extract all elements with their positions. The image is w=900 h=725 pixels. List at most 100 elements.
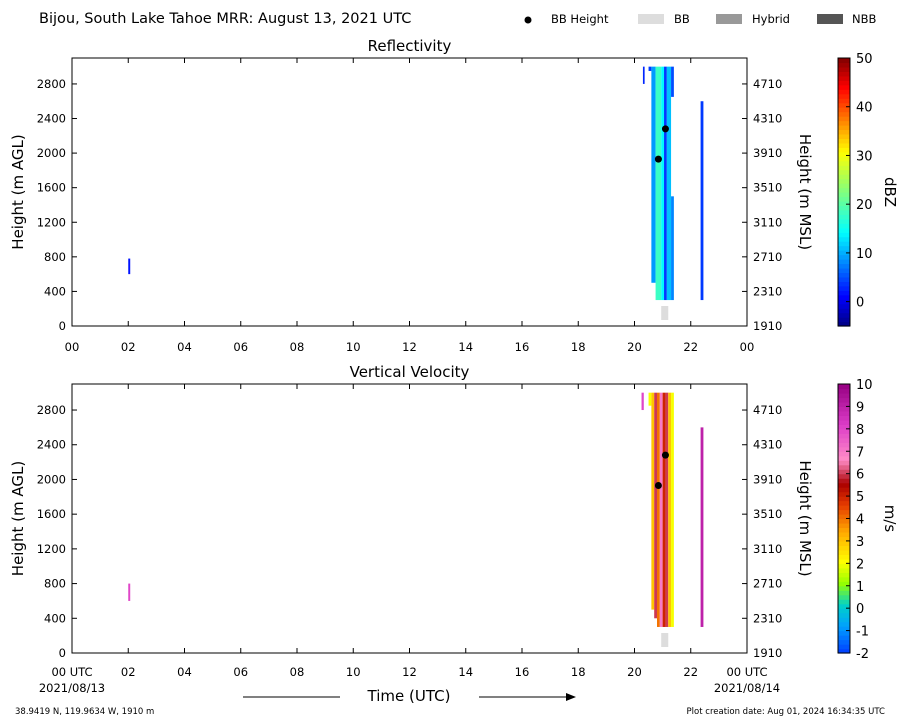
y-tick-label: 2800	[37, 77, 66, 91]
colorbar-segment	[838, 160, 850, 166]
y2-tick-label: 3110	[753, 542, 782, 556]
colorbar-segment	[838, 617, 850, 623]
colorbar-segment	[838, 321, 850, 327]
x-tick-label: 04	[177, 665, 192, 679]
colorbar-segment	[838, 590, 850, 596]
colorbar-segment	[838, 406, 850, 412]
colorbar-segment	[838, 612, 850, 618]
colorbar-segment	[838, 608, 850, 614]
colorbar-segment	[838, 138, 850, 144]
reflectivity-echo-column	[661, 66, 665, 301]
colorbar-segment	[838, 71, 850, 77]
panel-title: Vertical Velocity	[350, 363, 470, 381]
colorbar-tick-label: 6	[856, 468, 864, 483]
y2-tick-label: 2310	[753, 284, 782, 298]
colorbar-segment	[838, 192, 850, 198]
reflectivity-echo-column	[128, 258, 131, 275]
colorbar-segment	[838, 540, 850, 546]
reflectivity-echo-column	[671, 196, 674, 301]
x-tick-label: 20	[627, 340, 642, 354]
colorbar-segment	[838, 437, 850, 443]
legend-nbb-swatch	[817, 14, 843, 24]
velocity-echo-column	[665, 392, 669, 627]
x-tick-label: 18	[571, 340, 586, 354]
legend-bb-label: BB	[674, 12, 690, 26]
colorbar-segment	[838, 388, 850, 394]
y2-tick-label: 3510	[753, 181, 782, 195]
y-tick-label: 2000	[37, 472, 66, 486]
colorbar-segment	[838, 107, 850, 113]
colorbar-segment	[838, 156, 850, 162]
colorbar-segment	[838, 147, 850, 153]
y2-tick-label: 2710	[753, 577, 782, 591]
y-tick-label: 2000	[37, 146, 66, 160]
colorbar-segment	[838, 460, 850, 466]
y2-tick-label: 3510	[753, 507, 782, 521]
y-tick-label: 800	[44, 577, 66, 591]
x-tick-label: 02	[121, 665, 136, 679]
velocity-echo-column	[668, 392, 672, 627]
colorbar-segment	[838, 58, 850, 64]
legend-bb-swatch	[638, 14, 664, 24]
colorbar-segment	[838, 227, 850, 233]
panel-title: Reflectivity	[368, 37, 452, 55]
colorbar-segment	[838, 563, 850, 569]
colorbar-segment	[838, 178, 850, 184]
colorbar-segment	[838, 116, 850, 122]
velocity-echo-column	[654, 392, 657, 619]
colorbar-segment	[838, 80, 850, 86]
colorbar-segment	[838, 478, 850, 484]
reflectivity-echo-column	[651, 66, 656, 283]
colorbar-segment	[838, 303, 850, 309]
x-tick-label: 16	[515, 340, 530, 354]
colorbar-segment	[838, 281, 850, 287]
colorbar-segment	[838, 509, 850, 515]
colorbar-segment	[838, 397, 850, 403]
y2-tick-label: 4310	[753, 112, 782, 126]
colorbar-tick-label: -1	[856, 625, 869, 640]
y2-tick-label: 3910	[753, 472, 782, 486]
colorbar-segment	[838, 169, 850, 175]
colorbar-segment	[838, 218, 850, 224]
y-tick-label: 800	[44, 250, 66, 264]
colorbar-segment	[838, 174, 850, 180]
legend-bbheight-label: BB Height	[551, 12, 609, 26]
colorbar-segment	[838, 558, 850, 564]
figure-title: Bijou, South Lake Tahoe MRR: August 13, …	[39, 11, 411, 27]
colorbar-segment	[838, 285, 850, 291]
y2-tick-label: 4710	[753, 77, 782, 91]
y-tick-label: 1600	[37, 181, 66, 195]
colorbar-segment	[838, 545, 850, 551]
colorbar-segment	[838, 62, 850, 68]
plot-creation-date: Plot creation date: Aug 01, 2024 16:34:3…	[687, 707, 886, 717]
colorbar-segment	[838, 294, 850, 300]
y-tick-label: 1600	[37, 507, 66, 521]
colorbar-frame	[837, 57, 851, 327]
colorbar-tick-label: 1	[856, 580, 864, 595]
colorbar-segment	[838, 200, 850, 206]
colorbar-segment	[838, 531, 850, 538]
colorbar-segment	[838, 491, 850, 497]
plot-area	[72, 58, 747, 326]
colorbar-segment	[838, 183, 850, 189]
colorbar-segment	[838, 250, 850, 256]
colorbar-segment	[838, 576, 850, 582]
y-tick-label: 1200	[37, 542, 66, 556]
bb-flag	[661, 306, 669, 320]
colorbar-segment	[838, 299, 850, 305]
colorbar-tick-label: 4	[856, 513, 864, 528]
y2-tick-label: 1910	[753, 646, 782, 660]
colorbar-segment	[838, 554, 850, 560]
reflectivity-echo-column	[666, 66, 672, 301]
colorbar-segment	[838, 419, 850, 425]
reflectivity-echo-column	[671, 66, 674, 97]
colorbar-segment	[838, 276, 850, 282]
start-date-label: 2021/08/13	[39, 681, 105, 695]
colorbar-segment	[838, 415, 850, 421]
x-tick-label: 00	[740, 340, 755, 354]
colorbar-segment	[838, 644, 850, 650]
colorbar-segment	[838, 259, 850, 265]
